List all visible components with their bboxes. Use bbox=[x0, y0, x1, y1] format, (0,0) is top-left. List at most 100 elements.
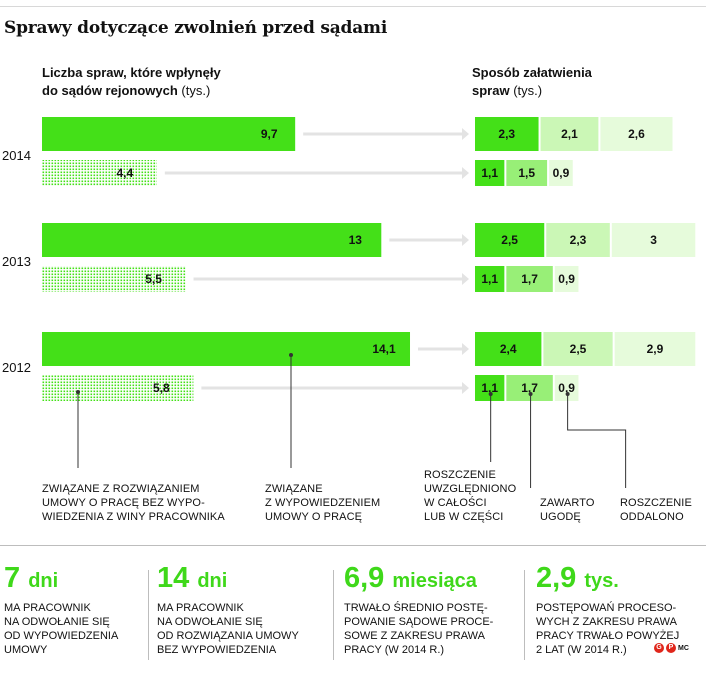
resolution-header-unit: (tys.) bbox=[513, 83, 543, 98]
arrow-connector-head bbox=[462, 343, 469, 355]
stat-unit: dni bbox=[28, 570, 59, 592]
year-label: 2014 bbox=[2, 148, 31, 163]
resolution-header-line2: spraw bbox=[472, 83, 510, 98]
stat-desc-line: pracy (w 2014 r.) bbox=[344, 644, 445, 656]
stat-desc-line: umowy bbox=[4, 644, 48, 656]
bar-dismissal-notice-2013 bbox=[42, 223, 382, 257]
legend-solid-bar-line: z wypowiedzeniem bbox=[265, 497, 381, 509]
segment-value-label: 2,1 bbox=[561, 127, 578, 141]
top-rule bbox=[0, 6, 706, 7]
stat-desc-line: na odwołanie się bbox=[157, 616, 263, 628]
segment-value-label: 1,7 bbox=[521, 381, 538, 395]
legend-segment-settlement: Zawarto ugodę bbox=[540, 496, 594, 524]
resolution-segment bbox=[475, 160, 505, 186]
stat-divider bbox=[333, 570, 334, 660]
segment-value-label: 1,5 bbox=[518, 166, 535, 180]
logo-mark-icon: P bbox=[666, 643, 676, 653]
chart-title: Sprawy dotyczące zwolnień przed sądami bbox=[4, 18, 388, 38]
bar-value-label: 5,5 bbox=[145, 272, 162, 286]
legend-segment-dismissed: Roszczenie oddalono bbox=[620, 496, 692, 524]
segment-value-label: 1,1 bbox=[481, 166, 498, 180]
stat-14-days: 14 dni ma pracownik na odwołanie się od … bbox=[157, 562, 299, 657]
bar-dismissal-fault-2012 bbox=[42, 375, 194, 401]
stat-desc-line: na odwołanie się bbox=[4, 616, 110, 628]
resolution-segment bbox=[546, 223, 610, 257]
leader-dot bbox=[528, 392, 533, 396]
stat-value: 6,9 bbox=[344, 562, 385, 594]
stat-desc-line: 2 lat (w 2014 r.) bbox=[536, 644, 627, 656]
resolution-segment bbox=[506, 160, 548, 186]
bar-value-label: 14,1 bbox=[372, 342, 396, 356]
stat-2-9-thousand: 2,9 tys. postępowań proceso- wych z zakr… bbox=[536, 562, 679, 657]
segment-value-label: 1,1 bbox=[481, 381, 498, 395]
bar-dismissal-notice-2014 bbox=[42, 117, 296, 151]
stat-desc-line: ma pracownik bbox=[4, 602, 91, 614]
resolution-segment bbox=[614, 332, 696, 366]
resolution-segment bbox=[475, 266, 505, 292]
segment-value-label: 2,4 bbox=[500, 342, 517, 356]
leader-dot bbox=[565, 392, 570, 396]
incoming-header-line1: Liczba spraw, które wpłynęły bbox=[42, 65, 221, 80]
segment-value-label: 1,1 bbox=[481, 272, 498, 286]
bar-dismissal-notice-2012 bbox=[42, 332, 411, 366]
legend-segment-dismissed-line: Roszczenie bbox=[620, 497, 692, 509]
bar-value-label: 13 bbox=[349, 233, 363, 247]
stat-value: 7 bbox=[4, 562, 21, 594]
arrow-connector-head bbox=[462, 167, 469, 179]
bar-value-label: 5,8 bbox=[153, 381, 170, 395]
legend-dotted-bar: Związane z rozwiązaniem umowy o pracę bez… bbox=[42, 482, 225, 524]
resolution-segment bbox=[475, 223, 545, 257]
resolution-segment bbox=[554, 375, 579, 401]
legend-solid-bar-line: Związane bbox=[265, 483, 323, 495]
arrow-connector-head bbox=[462, 128, 469, 140]
incoming-header-line2: do sądów rejonowych bbox=[42, 83, 178, 98]
arrow-connector-head bbox=[462, 382, 469, 394]
segment-value-label: 1,7 bbox=[521, 272, 538, 286]
resolution-segment bbox=[540, 117, 599, 151]
year-label: 2012 bbox=[2, 360, 31, 375]
resolution-segment bbox=[506, 375, 553, 401]
footer-rule bbox=[0, 545, 706, 546]
legend-segment-settlement-line: Zawarto bbox=[540, 497, 595, 509]
stat-value: 14 bbox=[157, 562, 190, 594]
stat-desc-line: trwało średnio postę- bbox=[344, 602, 488, 614]
legend-dotted-bar-line: umowy o pracę bez wypo- bbox=[42, 497, 205, 509]
stat-unit: miesiąca bbox=[392, 570, 477, 592]
stat-desc-line: wych z zakresu prawa bbox=[536, 616, 677, 628]
legend-segment-upheld-line: lub w części bbox=[424, 511, 504, 523]
stat-unit: dni bbox=[197, 570, 228, 592]
arrow-connector-head bbox=[462, 273, 469, 285]
segment-value-label: 3 bbox=[650, 233, 657, 247]
legend-segment-upheld-line: uwzględniono bbox=[424, 483, 517, 495]
segment-value-label: 0,9 bbox=[553, 166, 570, 180]
stat-7-days: 7 dni ma pracownik na odwołanie się od w… bbox=[4, 562, 118, 657]
resolution-header-line1: Sposób załatwienia bbox=[472, 65, 592, 80]
stat-desc-line: bez wypowiedzenia bbox=[157, 644, 277, 656]
arrow-connector-head bbox=[462, 234, 469, 246]
resolution-segment bbox=[543, 332, 613, 366]
resolution-segment bbox=[506, 266, 553, 292]
publisher-logo: G P MC bbox=[654, 643, 689, 653]
stat-divider bbox=[148, 570, 149, 660]
stat-desc-line: od rozwiązania umowy bbox=[157, 630, 299, 642]
legend-segment-dismissed-line: oddalono bbox=[620, 511, 684, 523]
legend-segment-upheld: Roszczenie uwzględniono w całości lub w czę… bbox=[424, 468, 516, 524]
bar-value-label: 9,7 bbox=[261, 127, 278, 141]
segment-value-label: 2,9 bbox=[647, 342, 664, 356]
stat-desc-line: sowe z zakresu prawa bbox=[344, 630, 485, 642]
stat-value: 2,9 bbox=[536, 562, 577, 594]
legend-segment-settlement-line: ugodę bbox=[540, 511, 581, 523]
legend-dotted-bar-line: Związane z rozwiązaniem bbox=[42, 483, 200, 495]
stat-desc-line: ma pracownik bbox=[157, 602, 244, 614]
stat-unit: tys. bbox=[584, 570, 619, 592]
stat-desc-line: pracy trwało powyżej bbox=[536, 630, 680, 642]
incoming-header-unit: (tys.) bbox=[181, 83, 211, 98]
resolution-header: Sposób załatwienia spraw (tys.) bbox=[472, 64, 592, 100]
stat-desc-line: postępowań proceso- bbox=[536, 602, 677, 614]
bar-dismissal-fault-2014 bbox=[42, 160, 157, 186]
leader-line bbox=[567, 394, 627, 488]
stat-desc-line: powanie sądowe proce- bbox=[344, 616, 494, 628]
bar-dismissal-fault-2013 bbox=[42, 266, 186, 292]
leader-dot bbox=[76, 390, 80, 394]
incoming-header: Liczba spraw, które wpłynęły do sądów re… bbox=[42, 64, 221, 100]
